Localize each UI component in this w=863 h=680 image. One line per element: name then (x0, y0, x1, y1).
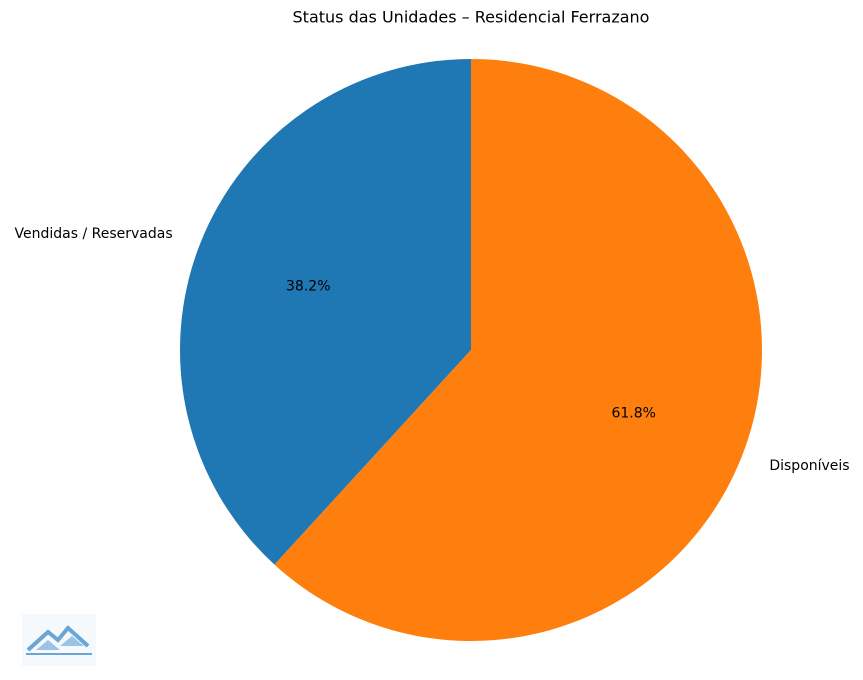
logo-roof (26, 625, 90, 652)
value-label: 61.8% (611, 405, 655, 421)
logo (22, 614, 96, 666)
logo-houses (36, 636, 84, 650)
slice-label: Disponíveis (769, 458, 849, 474)
pie-slice (180, 59, 471, 565)
slice-label: Vendidas / Reservadas (15, 226, 173, 242)
chart-title: Status das Unidades – Residencial Ferraz… (293, 8, 650, 27)
pie-slice (274, 59, 762, 641)
value-label: 38.2% (286, 279, 330, 295)
